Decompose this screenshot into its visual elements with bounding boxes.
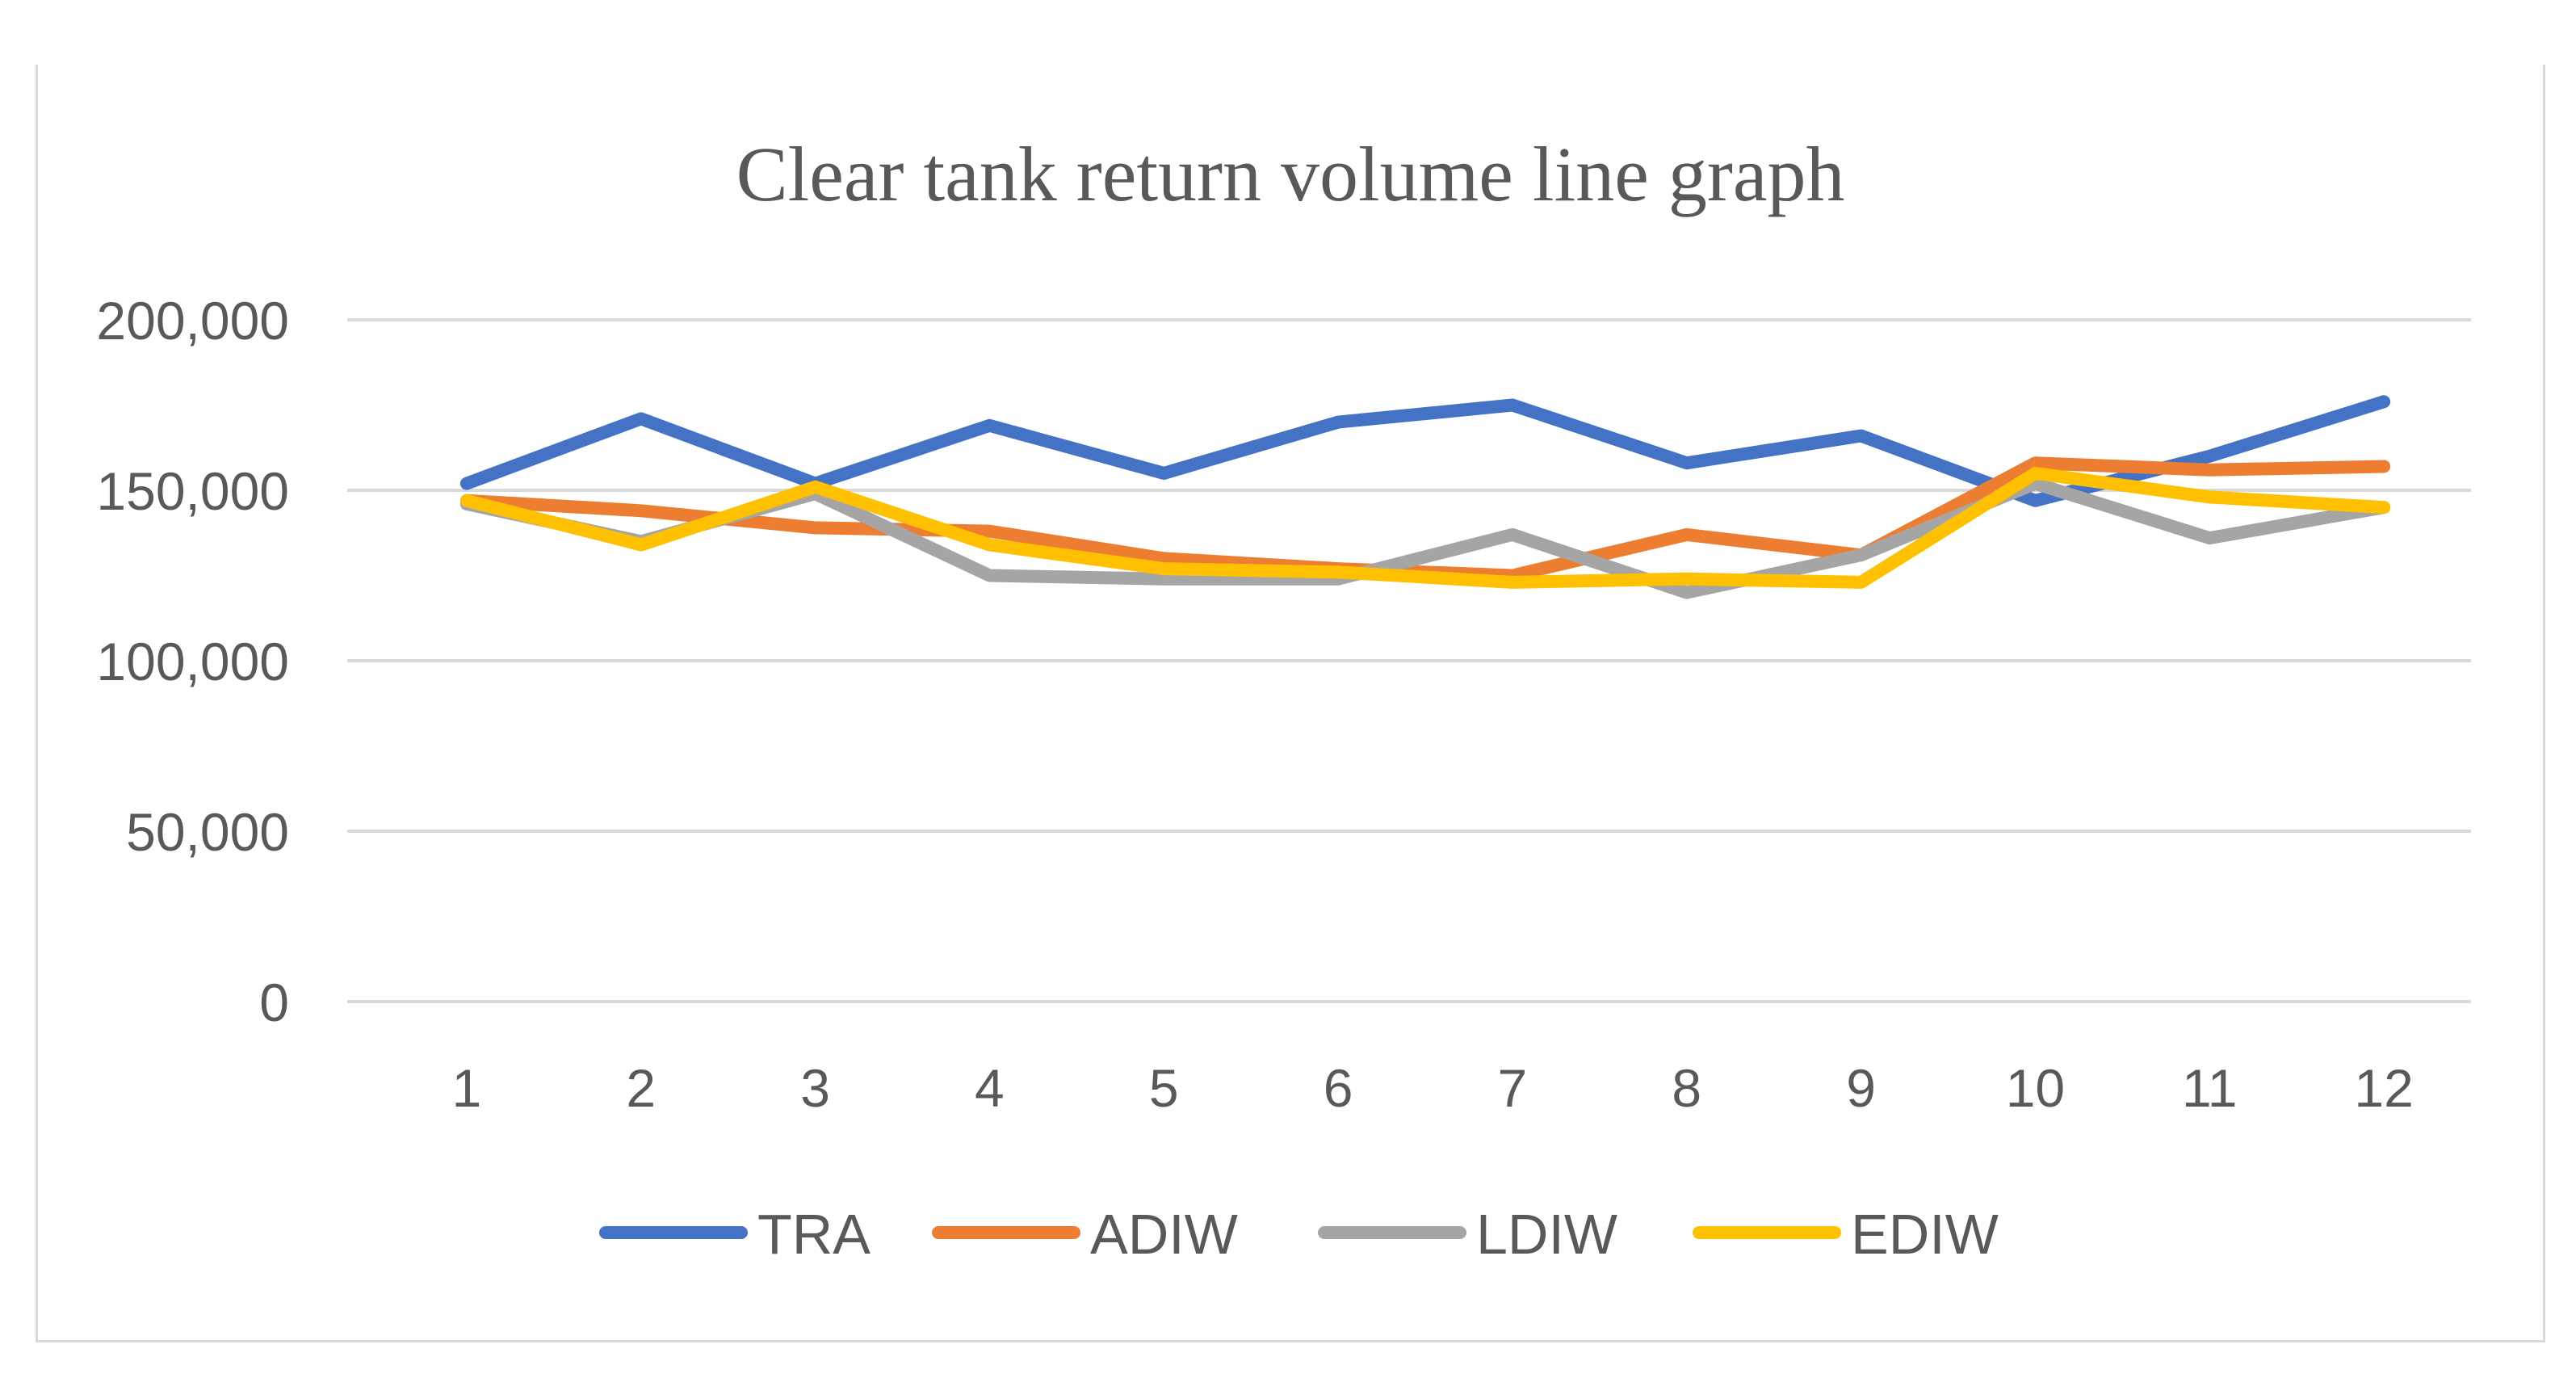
x-tick-label: 9 [1846, 1058, 1876, 1118]
x-tick-label: 1 [452, 1058, 482, 1118]
legend-label-adiw: ADIW [1090, 1203, 1238, 1266]
gridlines [347, 318, 2471, 1003]
y-tick-label: 0 [259, 973, 289, 1032]
x-tick-label: 8 [1672, 1058, 1701, 1118]
x-tick-label: 6 [1324, 1058, 1353, 1118]
x-tick-label: 5 [1149, 1058, 1179, 1118]
chart-title: Clear tank return volume line graph [736, 131, 1845, 217]
legend-label-ediw: EDIW [1851, 1203, 1999, 1266]
x-tick-label: 12 [2354, 1058, 2413, 1118]
y-tick-label: 150,000 [96, 461, 289, 521]
x-tick-label: 3 [800, 1058, 830, 1118]
x-tick-label: 4 [975, 1058, 1005, 1118]
y-tick-label: 100,000 [96, 632, 289, 691]
x-tick-label: 10 [2006, 1058, 2065, 1118]
series-line-ediw [459, 466, 2391, 589]
y-axis-tick-labels: 0 50,000 100,000 150,000 200,000 [96, 291, 289, 1032]
legend-label-ldiw: LDIW [1476, 1203, 1617, 1266]
x-tick-label: 7 [1498, 1058, 1528, 1118]
y-tick-label: 200,000 [96, 291, 289, 351]
chart-frame [36, 65, 2545, 1342]
legend: TRA ADIW LDIW EDIW [599, 1203, 1999, 1266]
x-tick-label: 2 [626, 1058, 656, 1118]
x-axis-tick-labels: 1 2 3 4 5 6 7 8 9 10 11 12 [452, 1058, 2414, 1118]
series-lines [459, 395, 2391, 599]
x-tick-label: 11 [2182, 1058, 2238, 1118]
legend-label-tra: TRA [757, 1203, 871, 1266]
y-tick-label: 50,000 [126, 802, 289, 862]
